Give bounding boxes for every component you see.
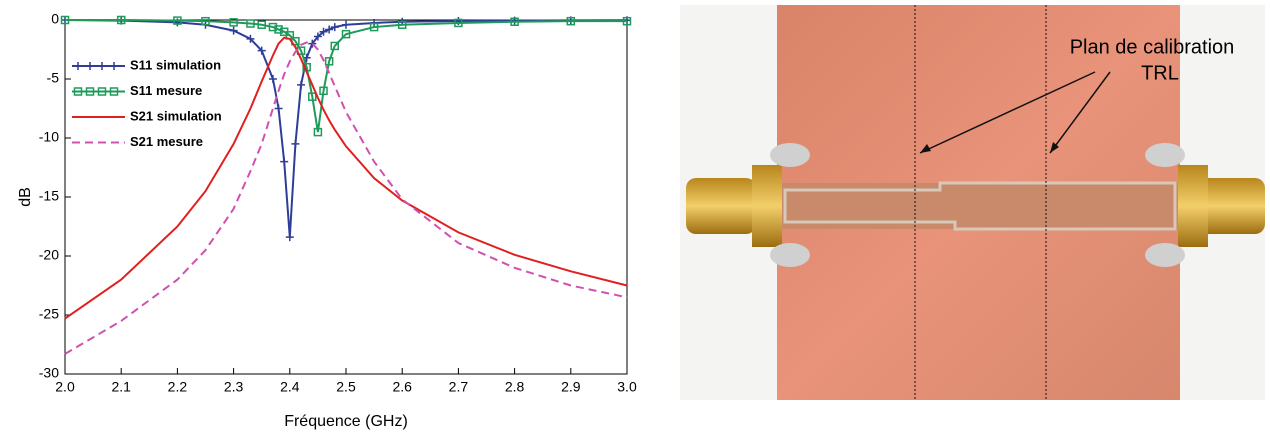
series-line: [64, 19, 628, 238]
y-tick-label: -15: [39, 188, 59, 204]
y-tick-label: -10: [39, 129, 59, 145]
marker: [201, 16, 210, 26]
marker: [369, 22, 379, 32]
x-tick-label: 2.0: [55, 379, 75, 395]
marker: [74, 62, 82, 70]
marker: [97, 87, 107, 96]
connector-right: [1190, 178, 1265, 234]
marker: [98, 62, 106, 70]
arrowhead: [1050, 142, 1059, 153]
x-tick-label: 2.3: [224, 379, 244, 395]
marker: [308, 39, 317, 48]
marker: [86, 62, 94, 70]
connector-left: [686, 178, 756, 234]
marker: [246, 19, 255, 28]
solder: [1145, 143, 1185, 167]
marker: [85, 87, 95, 96]
x-tick-label: 2.4: [280, 379, 300, 395]
x-tick-label: 2.6: [392, 379, 412, 395]
x-tick-label: 2.2: [168, 379, 188, 395]
marker: [297, 80, 306, 89]
marker: [313, 127, 323, 137]
marker: [330, 41, 340, 51]
legend-label: S11 mesure: [130, 83, 202, 98]
marker: [116, 15, 126, 25]
marker: [325, 25, 334, 34]
marker: [257, 20, 266, 29]
x-axis-label: Fréquence (GHz): [284, 413, 408, 430]
marker: [229, 18, 238, 27]
y-tick-label: -20: [39, 247, 59, 263]
marker: [257, 46, 266, 55]
marker: [622, 16, 632, 26]
connector-flange-left: [752, 165, 782, 247]
x-tick-label: 2.7: [449, 379, 469, 395]
marker: [173, 16, 182, 25]
marker: [109, 87, 119, 96]
marker: [566, 16, 576, 26]
y-tick-label: 0: [51, 11, 59, 27]
solder: [770, 143, 810, 167]
legend-label: S21 mesure: [130, 134, 203, 149]
solder: [1145, 243, 1185, 267]
arrow: [1049, 71, 1111, 154]
x-tick-label: 2.9: [561, 379, 581, 395]
y-tick-label: -30: [39, 365, 59, 381]
y-tick-label: -5: [47, 70, 60, 86]
marker: [73, 87, 83, 96]
x-tick-label: 2.1: [111, 379, 131, 395]
marker: [341, 29, 351, 39]
marker: [110, 62, 118, 70]
legend-label: S11 simulation: [130, 57, 221, 72]
marker: [274, 104, 283, 113]
arrow: [919, 71, 1096, 154]
marker: [397, 20, 407, 29]
marker: [280, 157, 289, 166]
marker: [246, 34, 255, 43]
marker: [229, 26, 238, 35]
plot-frame: [64, 19, 628, 375]
marker: [313, 32, 322, 41]
marker: [268, 75, 277, 83]
annotation: Plan de calibration: [1070, 36, 1235, 58]
y-tick-label: -25: [39, 306, 59, 322]
marker: [324, 57, 334, 66]
x-tick-label: 2.8: [505, 379, 525, 395]
x-tick-label: 2.5: [336, 379, 356, 395]
series-line: [64, 36, 628, 320]
marker: [454, 18, 463, 28]
marker: [319, 86, 328, 96]
arrowhead: [920, 144, 931, 153]
series-line: [64, 41, 628, 355]
marker: [274, 25, 283, 34]
marker: [291, 139, 300, 148]
legend-label: S21 simulation: [130, 108, 222, 123]
marker: [60, 15, 70, 25]
marker: [308, 92, 317, 101]
line-trace: [783, 181, 1177, 231]
marker: [342, 20, 350, 29]
marker: [330, 23, 339, 32]
marker: [510, 17, 519, 27]
marker: [319, 27, 328, 36]
solder: [770, 243, 810, 267]
photo: Plan de calibration TRL: [680, 5, 1265, 400]
marker: [268, 22, 278, 32]
marker: [285, 233, 294, 242]
annotation: TRL: [1141, 62, 1179, 84]
y-axis-label: dB: [17, 187, 34, 207]
x-tick-label: 3.0: [617, 379, 637, 395]
connector-flange-right: [1178, 165, 1208, 247]
